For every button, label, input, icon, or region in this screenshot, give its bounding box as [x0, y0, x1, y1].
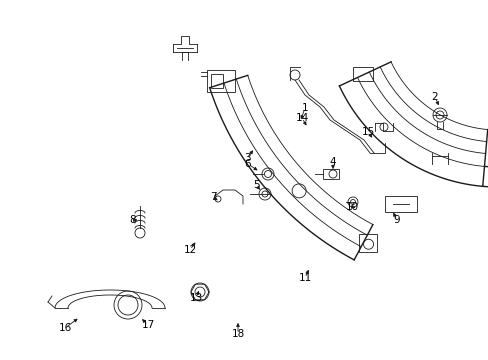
- Text: 2: 2: [431, 92, 437, 102]
- Text: 14: 14: [295, 113, 308, 123]
- Bar: [323, 169, 338, 179]
- Text: 11: 11: [298, 273, 311, 283]
- Bar: [352, 67, 372, 81]
- Text: 6: 6: [244, 159, 251, 169]
- Text: 7: 7: [209, 192, 216, 202]
- Text: 18: 18: [231, 329, 244, 339]
- Text: 16: 16: [58, 323, 71, 333]
- Text: 8: 8: [129, 215, 136, 225]
- Text: 13: 13: [189, 293, 202, 303]
- Bar: [206, 69, 234, 91]
- Text: 15: 15: [361, 127, 374, 137]
- Text: 1: 1: [301, 103, 307, 113]
- Text: 9: 9: [393, 215, 400, 225]
- Bar: [358, 234, 376, 252]
- Text: 12: 12: [183, 245, 196, 255]
- Text: 17: 17: [141, 320, 154, 330]
- Text: 4: 4: [329, 157, 336, 167]
- Text: 3: 3: [243, 153, 250, 163]
- Bar: [210, 73, 222, 87]
- Bar: [384, 196, 416, 212]
- Text: 5: 5: [252, 180, 259, 190]
- Text: 10: 10: [345, 202, 358, 212]
